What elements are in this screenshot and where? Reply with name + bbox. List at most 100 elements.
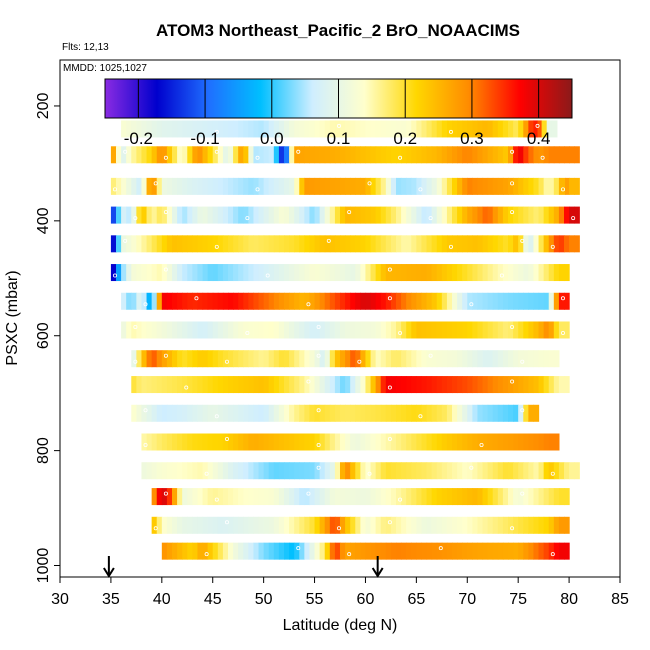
heatmap-cell: [385, 177, 392, 195]
flights-label: Flts: 12,13: [62, 42, 109, 53]
heatmap-cell: [360, 177, 367, 195]
heatmap-cell: [355, 120, 361, 138]
heatmap-cell: [401, 542, 407, 560]
heatmap-cell: [253, 488, 260, 506]
heatmap-cell: [345, 146, 351, 164]
heatmap-cell: [452, 542, 458, 560]
heatmap-cell: [441, 120, 448, 138]
heatmap-cell: [396, 516, 402, 534]
heatmap-cell: [299, 404, 305, 422]
heatmap-cell: [553, 321, 560, 339]
heatmap-cell: [477, 488, 484, 506]
heatmap-cell: [492, 264, 499, 282]
heatmap-cell: [345, 206, 351, 224]
heatmap-cell: [284, 376, 290, 394]
heatmap-cell: [533, 376, 540, 394]
heatmap-cell: [309, 376, 316, 394]
heatmap-cell: [401, 321, 407, 339]
heatmap-cell: [528, 264, 535, 282]
heatmap-cell: [492, 404, 499, 422]
heatmap-cell: [564, 146, 570, 164]
heatmap-cell: [441, 292, 448, 310]
heatmap-cell: [457, 488, 463, 506]
heatmap-cell: [543, 177, 550, 195]
heatmap-cell: [146, 292, 153, 310]
heatmap-cell: [187, 146, 193, 164]
heatmap-cell: [151, 264, 158, 282]
sample-marker: [367, 181, 372, 186]
heatmap-cell: [375, 516, 382, 534]
heatmap-cell: [222, 516, 229, 534]
heatmap-cell: [156, 146, 163, 164]
heatmap-cell: [319, 542, 326, 560]
heatmap-cell: [268, 264, 275, 282]
heatmap-cell: [431, 516, 438, 534]
sample-marker: [510, 379, 515, 384]
heatmap-cell: [166, 404, 173, 422]
sample-marker: [367, 471, 372, 476]
heatmap-cell: [482, 206, 489, 224]
heatmap-cell: [136, 404, 143, 422]
heatmap-cell: [263, 404, 270, 422]
heatmap-cell: [278, 146, 285, 164]
heatmap-cell: [172, 433, 178, 451]
heatmap-cell: [508, 146, 514, 164]
heatmap-cell: [523, 206, 529, 224]
heatmap-cell: [380, 292, 387, 310]
heatmap-cell: [156, 376, 163, 394]
heatmap-cell: [355, 488, 361, 506]
heatmap-cell: [156, 264, 163, 282]
heatmap-cell: [477, 235, 484, 253]
heatmap-cell: [426, 462, 433, 480]
heatmap-cell: [156, 235, 163, 253]
heatmap-cell: [161, 120, 168, 138]
heatmap-cell: [182, 433, 188, 451]
heatmap-cell: [390, 376, 397, 394]
heatmap-cell: [110, 235, 117, 253]
heatmap-cell: [141, 146, 148, 164]
heatmap-cell: [426, 120, 433, 138]
heatmap-cell: [243, 235, 249, 253]
heatmap-cell: [146, 206, 153, 224]
y-tick-label: 800: [35, 437, 52, 464]
heatmap-cell: [294, 462, 300, 480]
sample-marker: [387, 267, 392, 272]
heatmap-cell: [401, 376, 407, 394]
heatmap-cell: [258, 433, 265, 451]
heatmap-cell: [324, 433, 331, 451]
heatmap-cell: [370, 264, 377, 282]
heatmap-cell: [523, 264, 529, 282]
heatmap-cell: [197, 376, 204, 394]
heatmap-cell: [487, 376, 494, 394]
heatmap-cell: [538, 433, 545, 451]
heatmap-cell: [462, 404, 468, 422]
heatmap-cell: [431, 120, 438, 138]
heatmap-cell: [508, 404, 514, 422]
heatmap-cell: [268, 542, 275, 560]
heatmap-cell: [319, 350, 326, 368]
heatmap-cell: [564, 235, 570, 253]
heatmap-cell: [360, 206, 367, 224]
heatmap-cell: [177, 542, 183, 560]
heatmap-cell: [350, 235, 356, 253]
heatmap-cell: [151, 376, 158, 394]
heatmap-cell: [548, 488, 555, 506]
heatmap-cell: [121, 146, 127, 164]
heatmap-cell: [202, 404, 209, 422]
heatmap-cell: [228, 376, 234, 394]
heatmap-cell: [462, 292, 468, 310]
heatmap-cell: [177, 264, 183, 282]
heatmap-cell: [345, 433, 351, 451]
heatmap-cell: [564, 542, 570, 560]
heatmap-cell: [375, 235, 382, 253]
heatmap-cell: [370, 542, 377, 560]
heatmap-cell: [284, 120, 290, 138]
heatmap-cell: [222, 321, 229, 339]
heatmap-cell: [472, 177, 479, 195]
heatmap-cell: [192, 516, 199, 534]
heatmap-cell: [350, 433, 356, 451]
sample-marker: [204, 471, 209, 476]
heatmap-cell: [192, 350, 199, 368]
heatmap-cell: [528, 404, 535, 422]
heatmap-cell: [278, 177, 285, 195]
